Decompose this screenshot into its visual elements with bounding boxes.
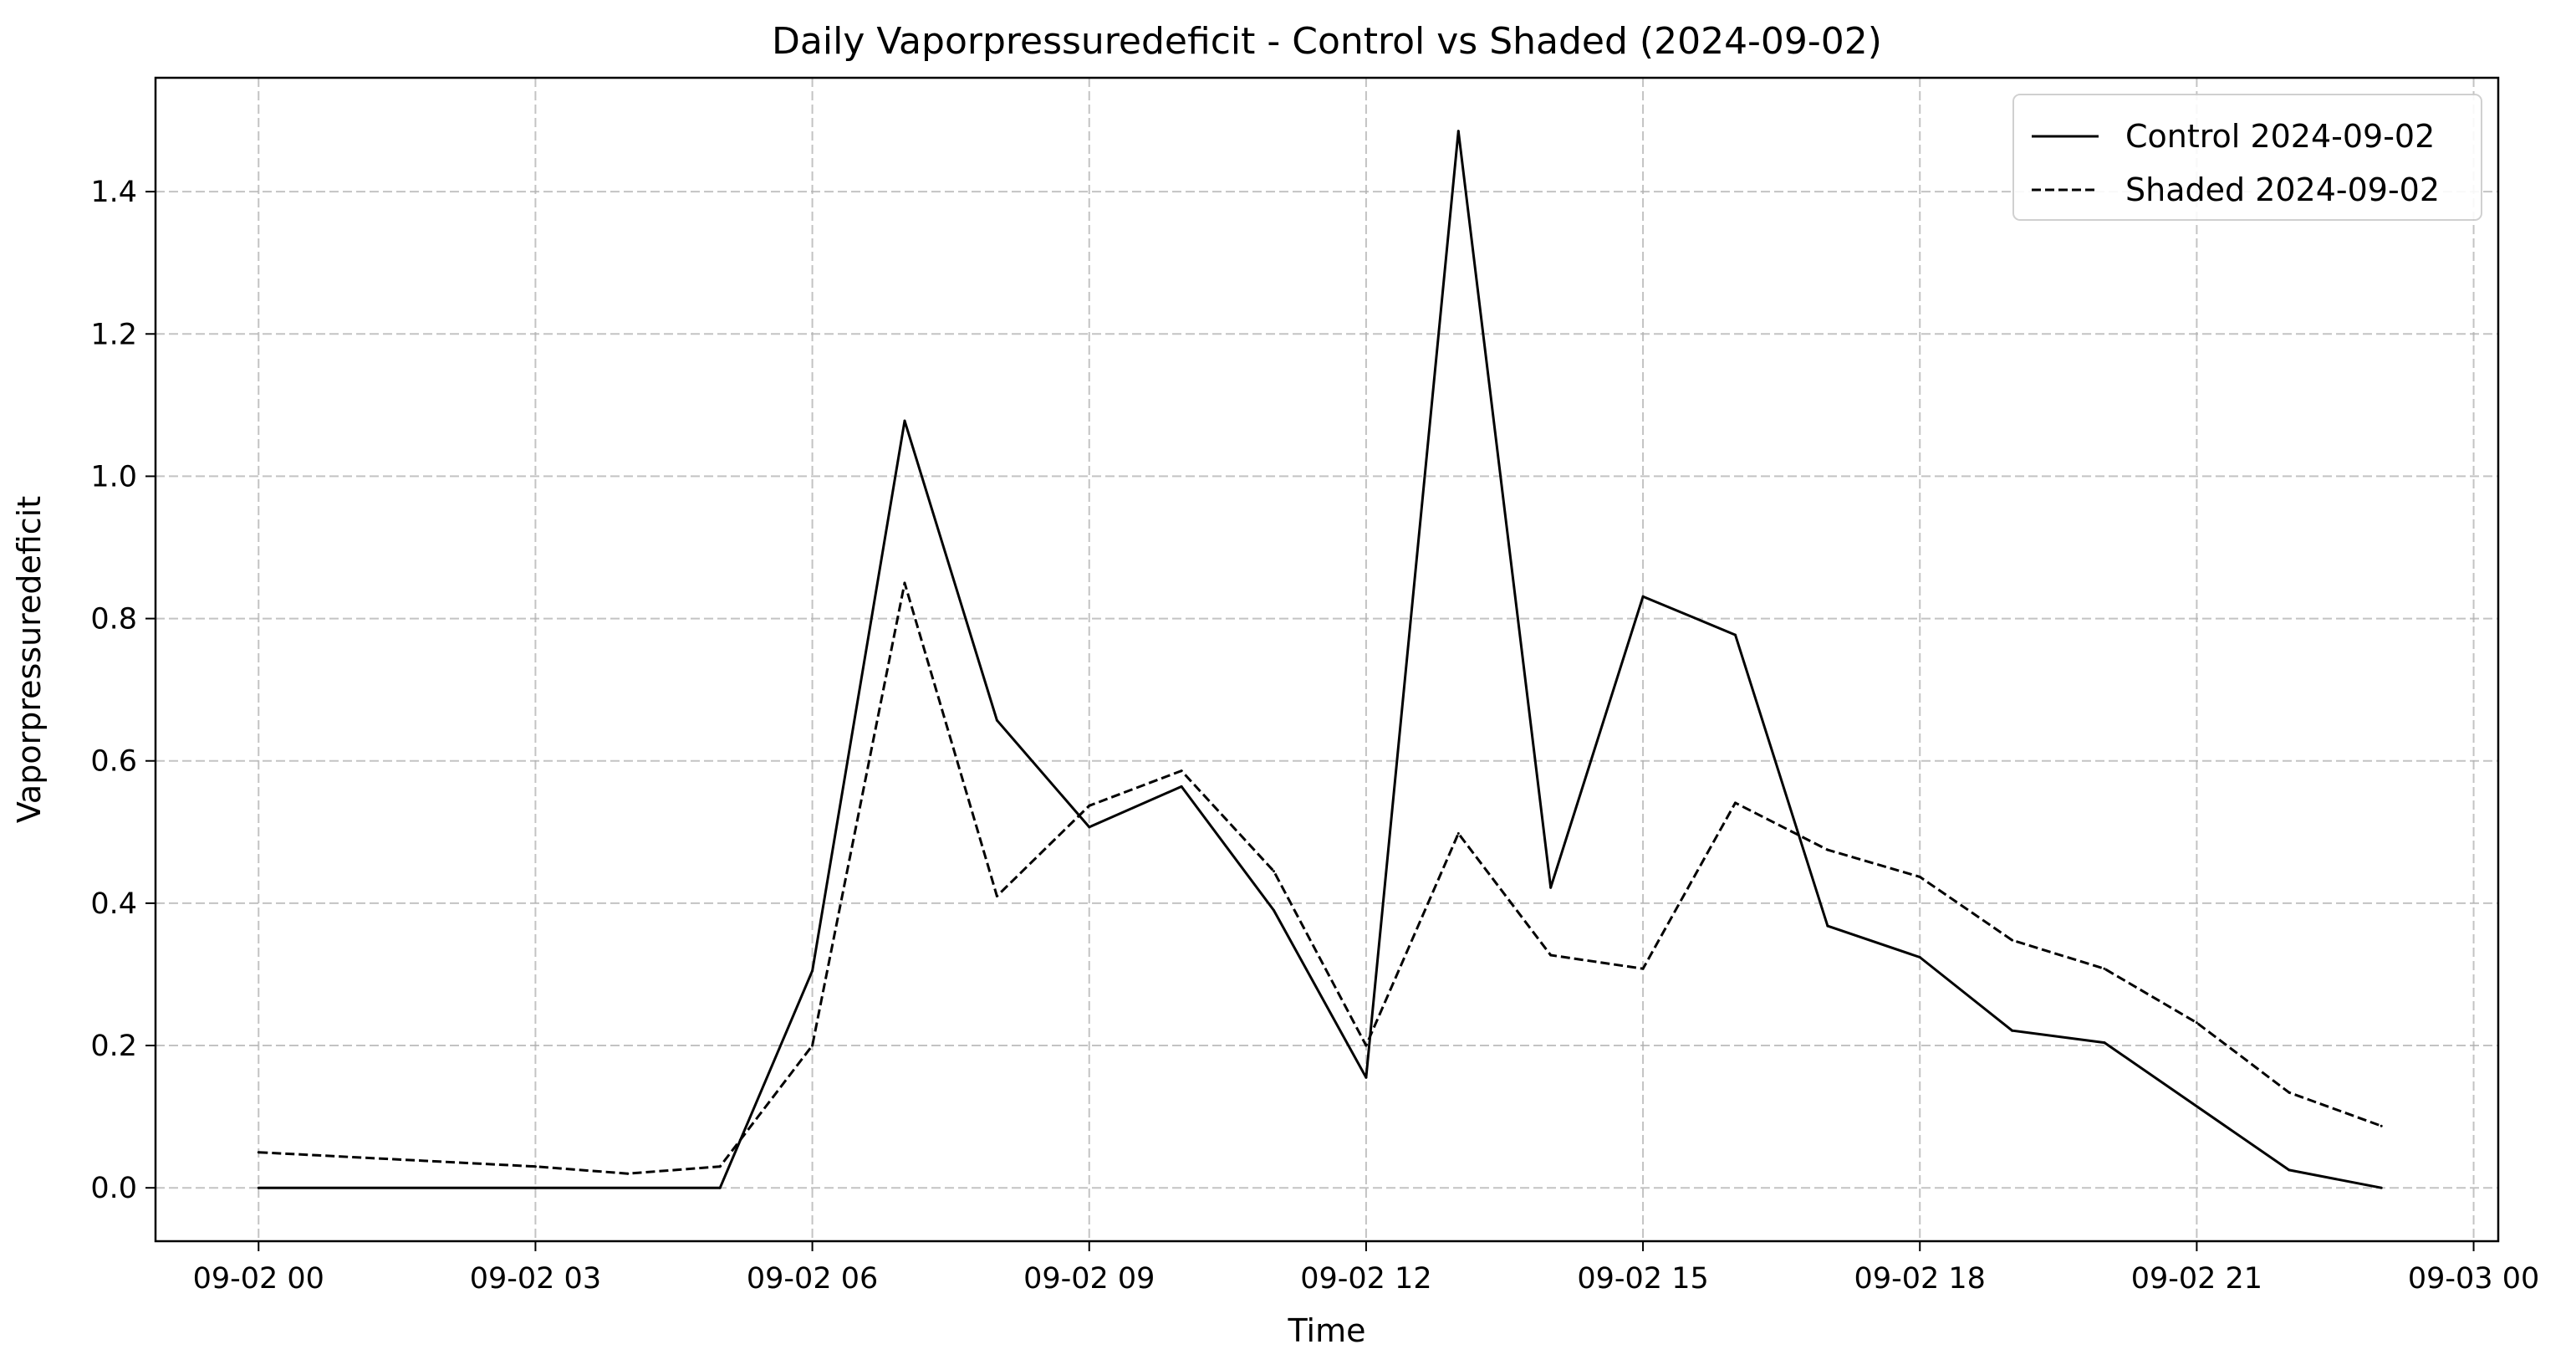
series-shaded-point: [1918, 875, 1921, 878]
series-shaded: [257, 581, 2383, 1175]
legend-label-control: Control 2024-09-02: [2125, 118, 2435, 155]
series-control-point: [1549, 886, 1553, 889]
y-tick-label: 0.8: [90, 603, 137, 636]
series-shaded-point: [1826, 848, 1829, 851]
series-shaded-point: [718, 1165, 722, 1168]
series-control-point: [2011, 1029, 2014, 1032]
y-tick-label: 0.6: [90, 745, 137, 779]
series-shaded-point: [903, 581, 906, 585]
series-control-point: [1641, 595, 1645, 598]
x-tick-label: 09-02 12: [1300, 1262, 1431, 1296]
x-tick-label: 09-03 00: [2408, 1262, 2539, 1296]
series-shaded-point: [1641, 967, 1645, 970]
series-control-point: [1456, 130, 1460, 133]
series-control-point: [2288, 1168, 2291, 1172]
series-shaded-line: [258, 581, 2382, 1175]
x-tick-label: 09-02 00: [193, 1262, 324, 1296]
grid: [156, 78, 2498, 1241]
series-shaded-point: [1456, 832, 1460, 835]
series-shaded-point: [2011, 938, 2014, 942]
series-shaded-point: [1180, 769, 1183, 773]
series-control-point: [1180, 785, 1183, 788]
series-shaded-point: [811, 1044, 814, 1047]
series-shaded-point: [257, 1151, 260, 1154]
series-control-point: [257, 1186, 260, 1189]
y-tick-label: 1.2: [90, 318, 137, 351]
series-shaded-point: [1273, 870, 1275, 873]
x-tick-label: 09-02 15: [1577, 1262, 1708, 1296]
series-shaded-point: [626, 1172, 630, 1175]
series-shaded-point: [2195, 1021, 2198, 1025]
y-tick-label: 0.0: [90, 1172, 137, 1205]
series-shaded-point: [1549, 953, 1553, 957]
series-shaded-point: [1088, 804, 1091, 807]
x-axis: 09-02 00 09-02 03 09-02 06 09-02 09 09-02 12…: [193, 1241, 2539, 1296]
legend-label-shaded: Shaded 2024-09-02: [2125, 171, 2440, 208]
y-axis-label: Vaporpressuredeficit: [11, 496, 48, 823]
series-layer: [257, 130, 2383, 1189]
series-control-point: [1734, 633, 1737, 636]
series-shaded-point: [2288, 1091, 2291, 1094]
x-axis-label: Time: [1288, 1312, 1366, 1349]
legend: Control 2024-09-02 Shaded 2024-09-02: [2012, 94, 2482, 221]
series-control: [257, 130, 2383, 1189]
y-tick-label: 0.4: [90, 887, 137, 921]
x-tick-label: 09-02 03: [470, 1262, 601, 1296]
series-shaded-point: [2380, 1124, 2383, 1127]
x-tick-label: 09-02 06: [747, 1262, 878, 1296]
series-control-point: [811, 969, 814, 973]
series-control-point: [2103, 1041, 2106, 1045]
x-tick-label: 09-02 09: [1023, 1262, 1155, 1296]
legend-box: [2012, 94, 2482, 221]
x-tick-label: 09-02 21: [2131, 1262, 2262, 1296]
series-control-point: [2380, 1186, 2383, 1189]
series-control-point: [1918, 956, 1921, 958]
y-tick-label: 1.4: [90, 176, 137, 209]
series-control-point: [903, 419, 906, 422]
chart-title: Daily Vaporpressuredeficit - Control vs …: [772, 20, 1882, 63]
series-control-point: [995, 718, 998, 722]
series-shaded-point: [2103, 967, 2106, 970]
y-tick-label: 1.0: [90, 460, 137, 493]
x-tick-label: 09-02 18: [1854, 1262, 1986, 1296]
y-tick-label: 0.2: [90, 1030, 137, 1063]
series-shaded-point: [1734, 801, 1737, 805]
series-control-point: [1826, 924, 1829, 928]
y-axis: 0.0 0.2 0.4 0.6 0.8 1.0 1.2 1.4: [90, 176, 156, 1205]
series-control-point: [1088, 826, 1091, 829]
series-shaded-point: [533, 1165, 537, 1168]
plot-frame: [154, 76, 2500, 1243]
series-shaded-point: [1365, 1044, 1368, 1047]
series-control-point: [1365, 1076, 1368, 1079]
series-control-point: [1273, 908, 1275, 912]
series-control-point: [718, 1186, 722, 1189]
series-shaded-point: [995, 894, 998, 897]
